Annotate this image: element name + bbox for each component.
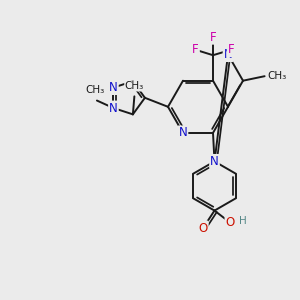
Text: F: F: [228, 43, 234, 56]
Text: H: H: [239, 216, 247, 226]
Text: F: F: [192, 43, 199, 56]
Text: CH₃: CH₃: [85, 85, 105, 95]
Text: O: O: [199, 221, 208, 235]
Text: N: N: [178, 126, 188, 140]
Text: N: N: [210, 155, 219, 168]
Text: O: O: [226, 216, 235, 229]
Text: N: N: [109, 81, 118, 94]
Text: N: N: [109, 101, 118, 115]
Text: CH₃: CH₃: [125, 81, 144, 91]
Text: F: F: [210, 31, 216, 44]
Text: CH₃: CH₃: [267, 71, 286, 81]
Text: N: N: [224, 48, 232, 61]
